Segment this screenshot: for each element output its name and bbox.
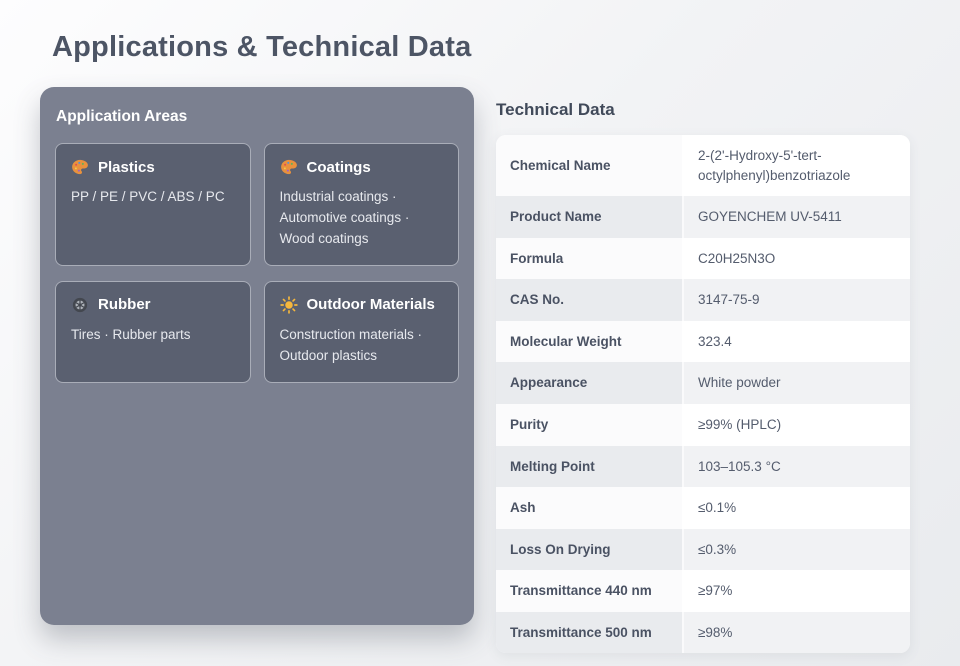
card-coatings: Coatings Industrial coatings · Automotiv… [263, 143, 459, 266]
row-label: Chemical Name [496, 135, 682, 197]
page-title: Applications & Technical Data [52, 31, 472, 63]
row-value: ≤0.1% [682, 487, 910, 529]
row-label: Melting Point [496, 445, 682, 488]
palette-icon [280, 158, 298, 176]
card-plastics: Plastics PP / PE / PVC / ABS / PC [55, 143, 251, 266]
card-outdoor-materials-items: Construction materials · Outdoor plastic… [279, 326, 423, 363]
table-row: Molecular Weight 323.4 [496, 320, 910, 363]
table-row: Product Name GOYENCHEM UV-5411 [496, 196, 910, 238]
card-outdoor-materials-header: Outdoor Materials [279, 296, 444, 314]
wheel-icon [71, 296, 89, 314]
application-areas-title: Application Areas [56, 108, 188, 125]
technical-data-title: Technical Data [496, 100, 615, 119]
card-outdoor-materials: Outdoor Materials Construction materials… [263, 280, 459, 383]
table-row: Melting Point 103–105.3 °C [496, 445, 910, 488]
table-row: Loss On Drying ≤0.3% [496, 528, 910, 571]
card-coatings-title: Coatings [306, 158, 371, 176]
row-label: Transmittance 500 nm [496, 611, 682, 654]
row-label: Appearance [496, 362, 682, 404]
table-row: Appearance White powder [496, 362, 910, 404]
row-value: C20H25N3O [682, 237, 910, 280]
row-label: Ash [496, 487, 682, 529]
palette-icon [71, 158, 89, 176]
row-label: Transmittance 440 nm [496, 570, 682, 612]
row-label: CAS No. [496, 279, 682, 321]
row-value: ≥99% (HPLC) [682, 403, 910, 446]
card-plastics-title: Plastics [98, 158, 155, 176]
table-row: Purity ≥99% (HPLC) [496, 403, 910, 446]
table-row: Chemical Name 2-(2'-Hydroxy-5'-tert-octy… [496, 135, 910, 197]
card-outdoor-materials-title: Outdoor Materials [306, 296, 435, 314]
row-value: GOYENCHEM UV-5411 [682, 196, 910, 238]
row-label: Product Name [496, 196, 682, 238]
table-row: CAS No. 3147-75-9 [496, 279, 910, 321]
content-area: Application Areas Plastics PP / PE / PVC… [0, 64, 960, 654]
table-row: Formula C20H25N3O [496, 237, 910, 280]
row-value: ≥98% [682, 611, 910, 654]
card-coatings-items: Industrial coatings · Automotive coating… [279, 189, 410, 246]
row-value: 2-(2'-Hydroxy-5'-tert-octylphenyl)benzot… [682, 135, 910, 197]
card-rubber-header: Rubber [71, 296, 235, 314]
row-label: Loss On Drying [496, 528, 682, 571]
row-value: 323.4 [682, 320, 910, 363]
table-row: Transmittance 500 nm ≥98% [496, 611, 910, 654]
application-cards-grid: Plastics PP / PE / PVC / ABS / PC Coatin… [55, 143, 459, 383]
table-row: Transmittance 440 nm ≥97% [496, 570, 910, 612]
row-label: Molecular Weight [496, 320, 682, 363]
row-value: White powder [682, 362, 910, 404]
row-value: ≥97% [682, 570, 910, 612]
row-value: 103–105.3 °C [682, 445, 910, 488]
card-plastics-items: PP / PE / PVC / ABS / PC [71, 189, 225, 204]
card-rubber: Rubber Tires · Rubber parts [55, 280, 251, 383]
card-coatings-header: Coatings [280, 158, 444, 176]
row-label: Purity [496, 403, 682, 446]
technical-data-table: Chemical Name 2-(2'-Hydroxy-5'-tert-octy… [496, 135, 910, 654]
sun-icon [279, 296, 298, 314]
application-areas-panel: Application Areas Plastics PP / PE / PVC… [40, 87, 474, 625]
table-row: Ash ≤0.1% [496, 487, 910, 529]
row-value: ≤0.3% [682, 528, 910, 571]
card-rubber-items: Tires · Rubber parts [71, 326, 191, 342]
card-rubber-title: Rubber [98, 296, 151, 314]
row-label: Formula [496, 237, 682, 280]
row-value: 3147-75-9 [682, 279, 910, 321]
technical-data-section: Technical Data Chemical Name 2-(2'-Hydro… [496, 87, 910, 654]
card-plastics-header: Plastics [71, 158, 235, 176]
